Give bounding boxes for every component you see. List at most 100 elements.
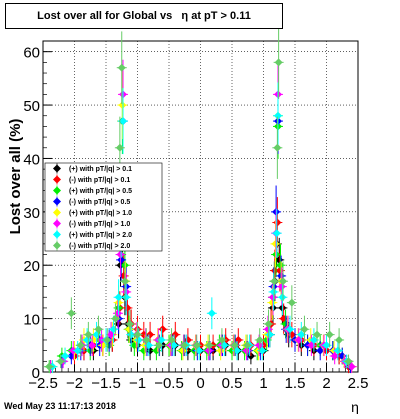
data-point — [183, 335, 192, 344]
y-tick-label: 40 — [23, 151, 40, 168]
data-point — [125, 319, 134, 328]
data-point — [285, 325, 294, 334]
x-axis-title: η — [351, 399, 359, 414]
data-point — [270, 266, 279, 275]
chart-title-box: Lost over all for Global vs η at pT > 0.… — [5, 3, 283, 29]
data-point — [115, 143, 124, 152]
data-point — [265, 330, 274, 339]
y-tick-label: 30 — [23, 205, 40, 222]
data-point — [269, 287, 278, 296]
data-point — [167, 335, 176, 344]
data-point — [120, 277, 129, 286]
data-points — [44, 25, 357, 374]
data-point — [142, 335, 151, 344]
chart-title: Lost over all for Global vs η at pT > 0.… — [37, 10, 251, 22]
data-point — [316, 346, 325, 355]
x-tick-label: 2 — [322, 375, 330, 392]
legend-label: (+) with pT/|q| > 1.0 — [69, 210, 132, 217]
data-point — [242, 346, 251, 355]
x-tick-label: −1 — [129, 375, 146, 392]
data-point — [258, 346, 267, 355]
data-point — [103, 335, 112, 344]
data-point — [122, 293, 131, 302]
data-point — [330, 351, 339, 360]
legend-label: (+) with pT/|q| > 2.0 — [69, 232, 132, 239]
data-point — [217, 335, 226, 344]
legend-box — [44, 162, 163, 252]
series-7 — [47, 82, 352, 374]
data-point — [344, 357, 353, 366]
data-point — [61, 351, 70, 360]
data-point — [76, 341, 85, 350]
y-tick-label: 10 — [23, 312, 40, 329]
data-point — [178, 346, 187, 355]
data-point — [335, 335, 344, 344]
data-point — [216, 346, 225, 355]
data-point — [146, 330, 155, 339]
data-point — [154, 341, 163, 350]
data-point — [123, 303, 132, 312]
data-point — [272, 229, 281, 238]
data-point — [205, 341, 214, 350]
legend-label: (-) with pT/|q| > 2.0 — [69, 243, 130, 250]
data-point — [45, 362, 54, 371]
data-point — [204, 346, 213, 355]
data-point — [347, 362, 356, 371]
legend-label: (+) with pT/|q| > 0.5 — [69, 188, 132, 195]
data-point — [127, 330, 136, 339]
data-point — [180, 341, 189, 350]
data-point — [255, 335, 264, 344]
y-axis-title: Lost over all (%) — [7, 119, 24, 235]
x-tick-label: −2 — [66, 375, 83, 392]
y-tick-label: 20 — [23, 258, 40, 275]
y-tick-label: 0 — [32, 365, 40, 382]
data-point — [279, 277, 288, 286]
data-point — [255, 341, 264, 350]
data-point — [84, 330, 93, 339]
data-point — [333, 346, 342, 355]
data-point — [133, 330, 142, 339]
data-point — [207, 309, 216, 318]
data-point — [192, 341, 201, 350]
data-point — [117, 255, 126, 264]
data-point — [89, 335, 98, 344]
data-point — [158, 325, 167, 334]
data-point — [271, 239, 280, 248]
data-point — [119, 117, 128, 126]
data-point — [111, 314, 120, 323]
data-point — [270, 277, 279, 286]
data-point — [313, 330, 322, 339]
data-point — [88, 341, 97, 350]
data-point — [230, 341, 239, 350]
series-8 — [44, 25, 354, 374]
data-point — [322, 341, 331, 350]
data-point — [56, 357, 65, 366]
y-tick-label: 60 — [23, 45, 40, 62]
data-point — [276, 261, 285, 270]
data-point — [268, 293, 277, 302]
data-point — [118, 101, 127, 110]
data-point — [273, 111, 282, 120]
data-point — [83, 335, 92, 344]
data-point — [287, 298, 296, 307]
data-point — [98, 341, 107, 350]
data-point — [277, 282, 286, 291]
x-tick-label: 0.5 — [222, 375, 243, 392]
data-point — [117, 63, 126, 72]
y-tick-label: 50 — [23, 98, 40, 115]
data-point — [278, 293, 287, 302]
x-tick-label: −1.5 — [91, 375, 121, 392]
data-point — [300, 325, 309, 334]
data-point — [273, 143, 282, 152]
data-point — [234, 335, 243, 344]
data-point — [171, 330, 180, 339]
x-tick-label: 1.5 — [285, 375, 306, 392]
x-tick-label: −0.5 — [154, 375, 184, 392]
data-point — [309, 335, 318, 344]
legend-label: (-) with pT/|q| > 1.0 — [69, 221, 130, 228]
x-tick-label: 1 — [259, 375, 267, 392]
data-point — [116, 250, 125, 259]
data-point — [264, 319, 273, 328]
